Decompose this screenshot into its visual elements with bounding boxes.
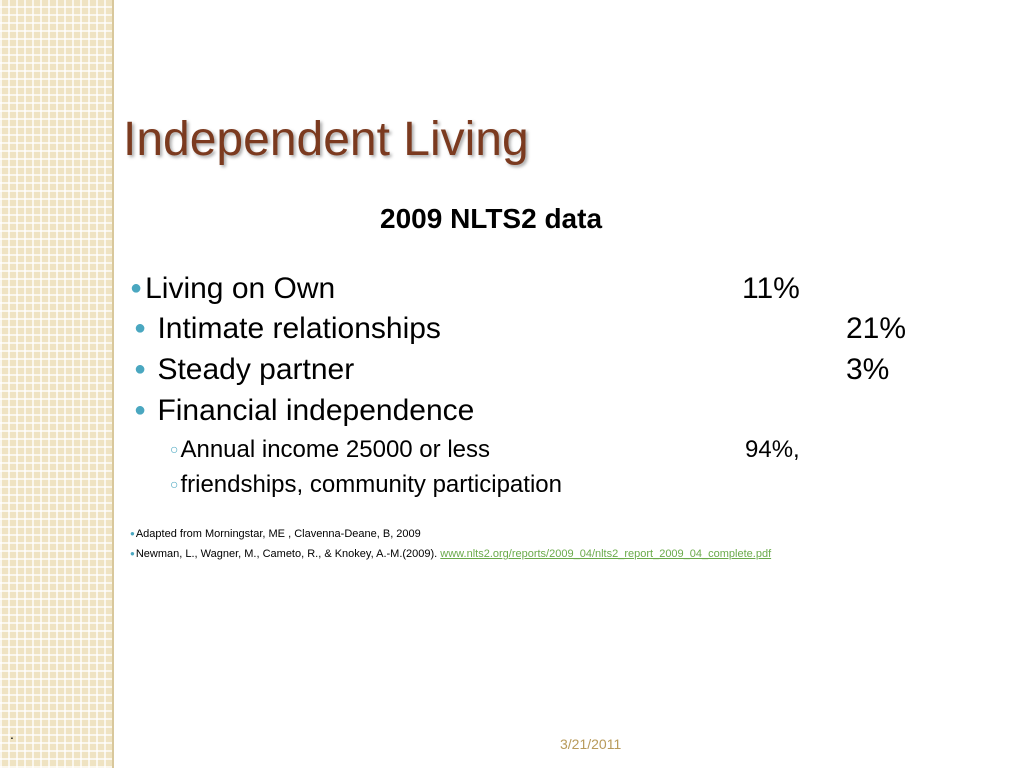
bullet: ● Steady partner bbox=[134, 353, 355, 386]
slide-title: Independent Living bbox=[123, 113, 529, 166]
bullet-value: 3% bbox=[846, 353, 890, 386]
bullet-label: Steady partner bbox=[157, 353, 355, 386]
slide-subtitle: 2009 NLTS2 data bbox=[380, 203, 603, 234]
sub-bullet-label: Annual income 25000 or less bbox=[180, 436, 490, 463]
footer-date: 3/21/2011 bbox=[560, 736, 622, 752]
bullet-label: Financial independence bbox=[157, 394, 475, 427]
footer-mark: . bbox=[10, 726, 14, 742]
bullet-label: Intimate relationships bbox=[157, 312, 441, 345]
bullet: ● Living on Own bbox=[130, 272, 336, 305]
sub-bullet-value: 94%, bbox=[745, 436, 800, 463]
reference: ●Newman, L., Wagner, M., Cameto, R., & K… bbox=[130, 548, 772, 560]
reference-link[interactable]: www.nlts2.org/reports/2009_04/nlts2_repo… bbox=[440, 548, 772, 560]
bullet: ● Intimate relationships bbox=[134, 312, 441, 345]
reference-text: Newman, L., Wagner, M., Cameto, R., & Kn… bbox=[135, 548, 438, 560]
side-pattern bbox=[0, 0, 114, 768]
bullet-label: Living on Own bbox=[145, 272, 336, 305]
sub-bullet: ○friendships, community participation bbox=[170, 471, 562, 498]
bullet-value: 11% bbox=[742, 272, 800, 305]
reference: ●Adapted from Morningstar, ME , Clavenna… bbox=[130, 528, 421, 540]
bullet-value: 21% bbox=[846, 312, 907, 345]
sub-bullet-label: friendships, community participation bbox=[180, 471, 562, 498]
reference-text: Adapted from Morningstar, ME , Clavenna-… bbox=[135, 528, 421, 540]
bullet: ● Financial independence bbox=[134, 394, 475, 427]
sub-bullet: ○Annual income 25000 or less bbox=[170, 436, 490, 463]
